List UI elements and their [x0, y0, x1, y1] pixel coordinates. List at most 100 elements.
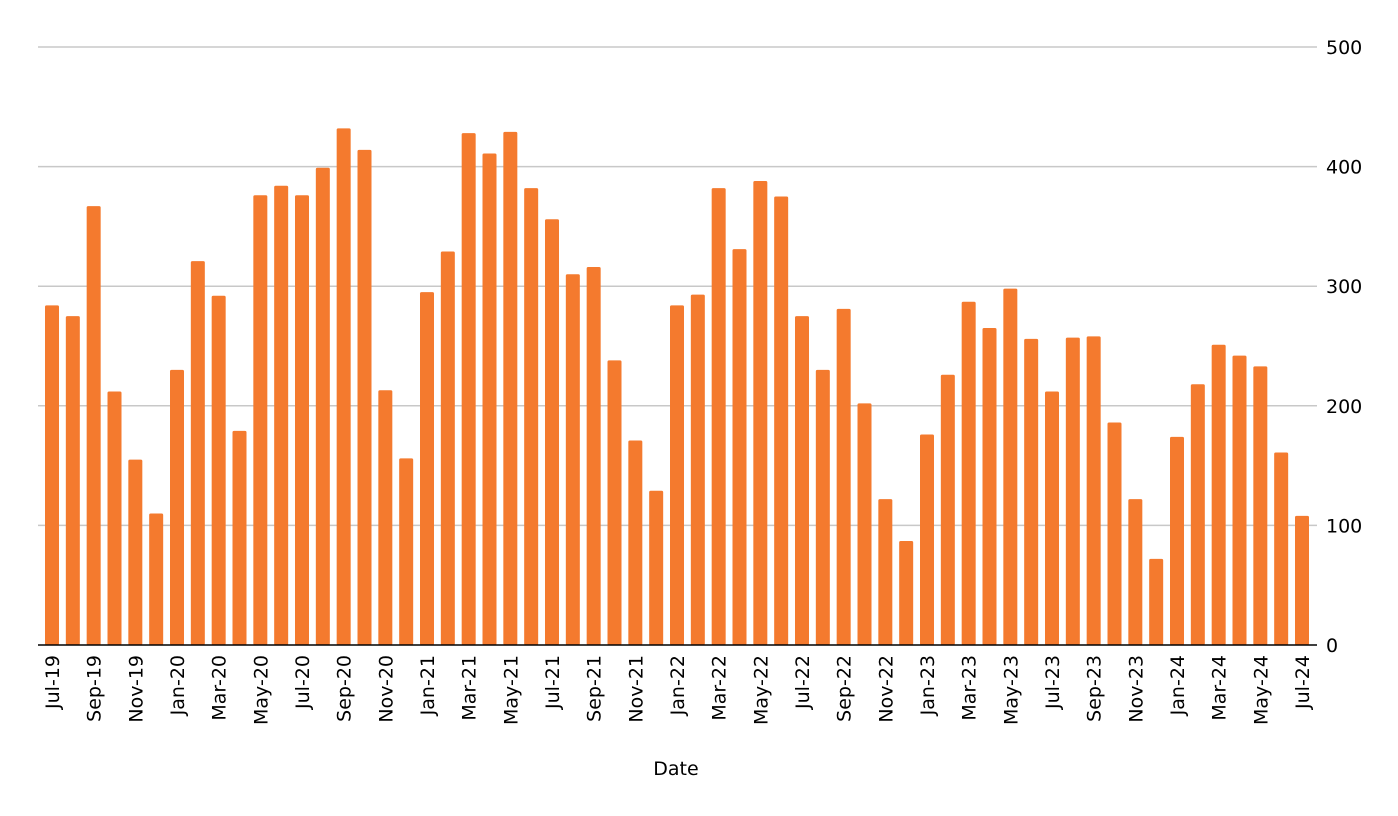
bar-Sep-23 [1086, 336, 1101, 645]
bar-Dec-20 [399, 458, 414, 645]
x-tick-label-Sep-23: Sep-23 [1084, 655, 1106, 722]
bars [45, 128, 1309, 646]
bar-Jul-24 [1295, 515, 1309, 645]
bar-Nov-22 [878, 499, 893, 645]
bar-Mar-20 [211, 295, 226, 645]
bar-Jul-20 [295, 195, 309, 646]
x-tick-label-Jul-24: Jul-24 [1292, 655, 1314, 710]
bar-Oct-23 [1107, 422, 1122, 645]
x-tick-label-Jul-23: Jul-23 [1042, 655, 1064, 710]
x-tick-label-Nov-21: Nov-21 [625, 655, 647, 723]
bar-Dec-19 [149, 513, 164, 645]
bar-Jun-24 [1274, 452, 1289, 645]
bar-Sep-20 [336, 128, 351, 645]
bar-Dec-21 [649, 490, 664, 645]
x-tick-label-May-22: May-22 [750, 655, 772, 725]
bar-May-20 [253, 195, 268, 646]
bar-Jan-24 [1170, 436, 1184, 645]
x-tick-label-Jul-21: Jul-21 [542, 655, 564, 710]
bar-Nov-20 [378, 390, 393, 645]
x-tick-label-Nov-22: Nov-22 [875, 655, 897, 723]
x-tick-label-Jan-21: Jan-21 [417, 655, 439, 716]
x-tick-label-Jul-22: Jul-22 [792, 655, 814, 710]
bar-Mar-22 [711, 188, 726, 645]
bar-Apr-22 [732, 249, 747, 645]
x-tick-label-Jan-22: Jan-22 [667, 655, 689, 716]
x-tick-label-May-20: May-20 [250, 655, 272, 725]
bar-Aug-21 [565, 274, 580, 645]
gridlines [38, 46, 1317, 527]
x-tick-label-Mar-20: Mar-20 [209, 655, 231, 721]
x-tick-label-Sep-19: Sep-19 [84, 655, 106, 722]
bar-Apr-21 [482, 153, 497, 645]
bar-Jan-21 [420, 292, 434, 645]
bar-Jun-21 [524, 188, 539, 645]
bar-Apr-20 [232, 430, 247, 645]
bar-Sep-19 [86, 206, 101, 645]
bar-Aug-22 [815, 369, 830, 645]
x-tick-label-Jul-19: Jul-19 [42, 655, 64, 710]
bar-Jul-19 [45, 305, 59, 645]
x-tick-label-Jul-20: Jul-20 [292, 655, 314, 710]
bar-Jul-23 [1045, 391, 1059, 645]
x-axis-tick-labels: Jul-19 Sep-19 Nov-19 Jan-20 Mar-20 May-20 Jul-… [42, 655, 1314, 725]
x-tick-label-Sep-20: Sep-20 [334, 655, 356, 722]
y-axis-tick-labels: 0 100 200 300 400 500 [1326, 37, 1362, 657]
bar-Feb-22 [690, 294, 705, 645]
bar-Apr-23 [982, 328, 997, 645]
x-tick-label-May-23: May-23 [1000, 655, 1022, 725]
y-tick-label-400: 400 [1326, 157, 1362, 179]
bar-Jan-22 [670, 305, 684, 645]
bar-Nov-23 [1128, 499, 1143, 645]
x-tick-label-Jan-23: Jan-23 [917, 655, 939, 716]
bar-Nov-19 [128, 459, 143, 645]
bar-Dec-22 [899, 540, 914, 645]
bar-Oct-19 [107, 391, 122, 645]
x-tick-label-Mar-23: Mar-23 [959, 655, 981, 721]
bar-Nov-21 [628, 440, 643, 645]
bar-Feb-21 [440, 251, 455, 645]
x-tick-label-Nov-23: Nov-23 [1125, 655, 1147, 723]
bar-Mar-24 [1211, 344, 1226, 645]
x-tick-label-Mar-22: Mar-22 [709, 655, 731, 721]
bar-May-21 [503, 131, 518, 646]
x-tick-label-Sep-22: Sep-22 [834, 655, 856, 722]
bar-Aug-20 [315, 167, 330, 646]
bar-Oct-22 [857, 403, 872, 645]
bar-Feb-24 [1190, 384, 1205, 645]
x-tick-label-Mar-24: Mar-24 [1209, 655, 1231, 721]
x-tick-label-Sep-21: Sep-21 [584, 655, 606, 722]
bar-Feb-23 [940, 374, 955, 645]
bar-Aug-23 [1065, 337, 1080, 645]
bar-Oct-21 [607, 360, 622, 645]
bar-May-22 [753, 180, 768, 645]
bar-Aug-19 [65, 316, 80, 645]
bar-Oct-20 [357, 149, 372, 646]
bar-Jul-21 [545, 219, 559, 645]
y-tick-label-100: 100 [1326, 515, 1362, 537]
bar-Sep-21 [586, 267, 601, 645]
bar-Feb-20 [190, 261, 205, 645]
bar-May-23 [1003, 288, 1018, 645]
bar-Jan-23 [920, 434, 934, 645]
x-axis-title: Date [653, 758, 698, 780]
bar-Jun-23 [1024, 338, 1039, 645]
x-tick-label-Jan-20: Jan-20 [167, 655, 189, 716]
x-tick-label-May-21: May-21 [500, 655, 522, 725]
bar-Jun-20 [274, 185, 289, 646]
x-tick-label-May-24: May-24 [1250, 655, 1272, 725]
x-tick-label-Jan-24: Jan-24 [1167, 655, 1189, 716]
bar-May-24 [1253, 366, 1268, 645]
x-tick-label-Mar-21: Mar-21 [459, 655, 481, 721]
bar-Sep-22 [836, 308, 851, 645]
y-tick-label-300: 300 [1326, 276, 1362, 298]
bar-Jun-22 [774, 196, 789, 645]
bar-Jul-22 [795, 316, 809, 645]
x-tick-label-Nov-20: Nov-20 [375, 655, 397, 723]
bar-Mar-21 [461, 133, 476, 646]
bar-Jan-20 [170, 369, 184, 645]
y-tick-label-200: 200 [1326, 396, 1362, 418]
bar-Apr-24 [1232, 355, 1247, 645]
